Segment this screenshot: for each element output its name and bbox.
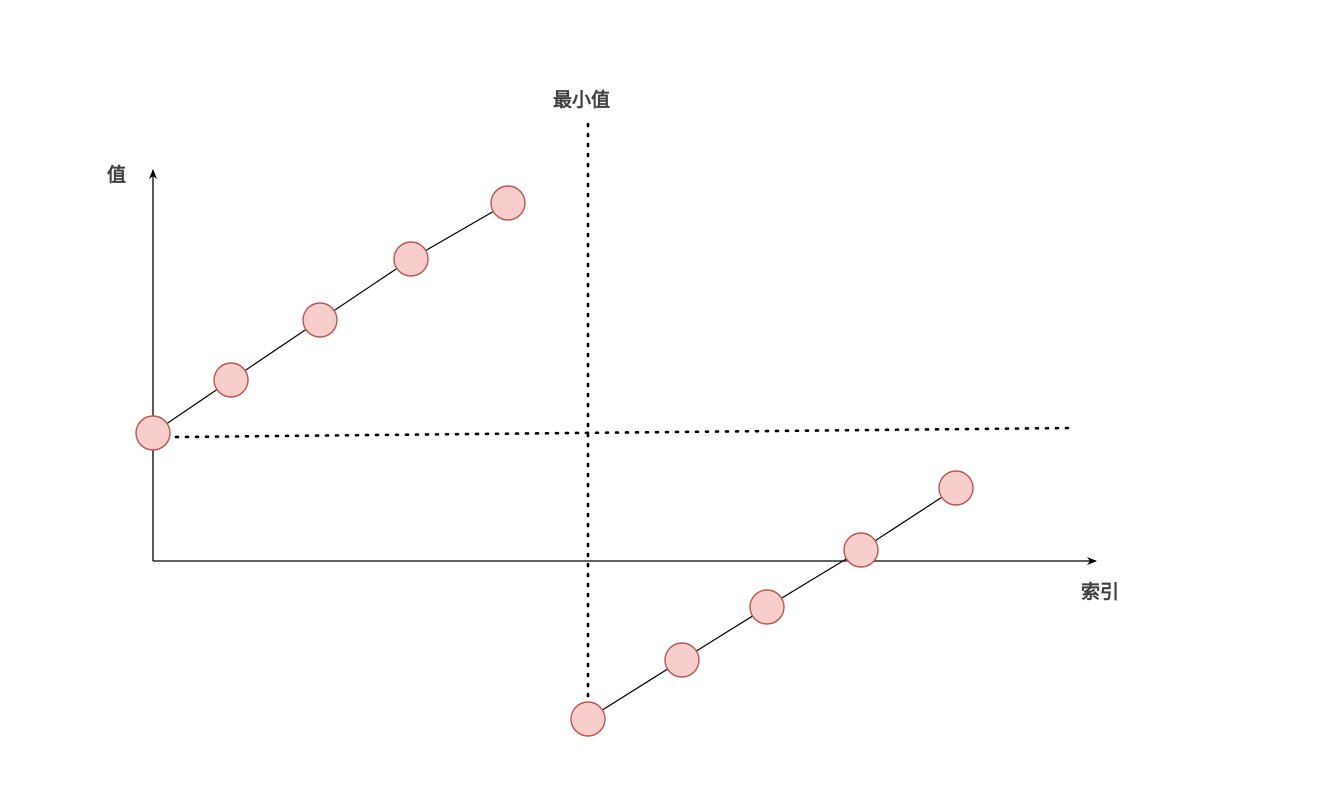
- horizontal-guide: [174, 426, 1072, 439]
- series-1-segment: [230, 319, 321, 381]
- array-element-node: [749, 589, 785, 625]
- series-2-segment: [766, 549, 862, 608]
- array-element-node: [490, 185, 526, 221]
- series-2-segment: [587, 659, 683, 720]
- array-element-node: [393, 241, 429, 277]
- array-element-node: [664, 642, 700, 678]
- array-element-node: [135, 415, 171, 451]
- array-element-node: [302, 302, 338, 338]
- series-1-nodes: [135, 185, 526, 451]
- series-2-nodes: [570, 470, 974, 737]
- array-element-node: [938, 470, 974, 506]
- x-axis-label: 索引: [1081, 580, 1119, 603]
- series-1-segment: [319, 258, 412, 321]
- minimum-label: 最小值: [553, 88, 610, 111]
- series-2-segment: [860, 487, 957, 551]
- array-element-node: [213, 362, 249, 398]
- y-axis-label: 值: [107, 163, 126, 186]
- array-element-node: [843, 532, 879, 568]
- series-2-line: [587, 487, 957, 720]
- minimum-node: [570, 701, 606, 737]
- series-1-segment: [410, 202, 509, 260]
